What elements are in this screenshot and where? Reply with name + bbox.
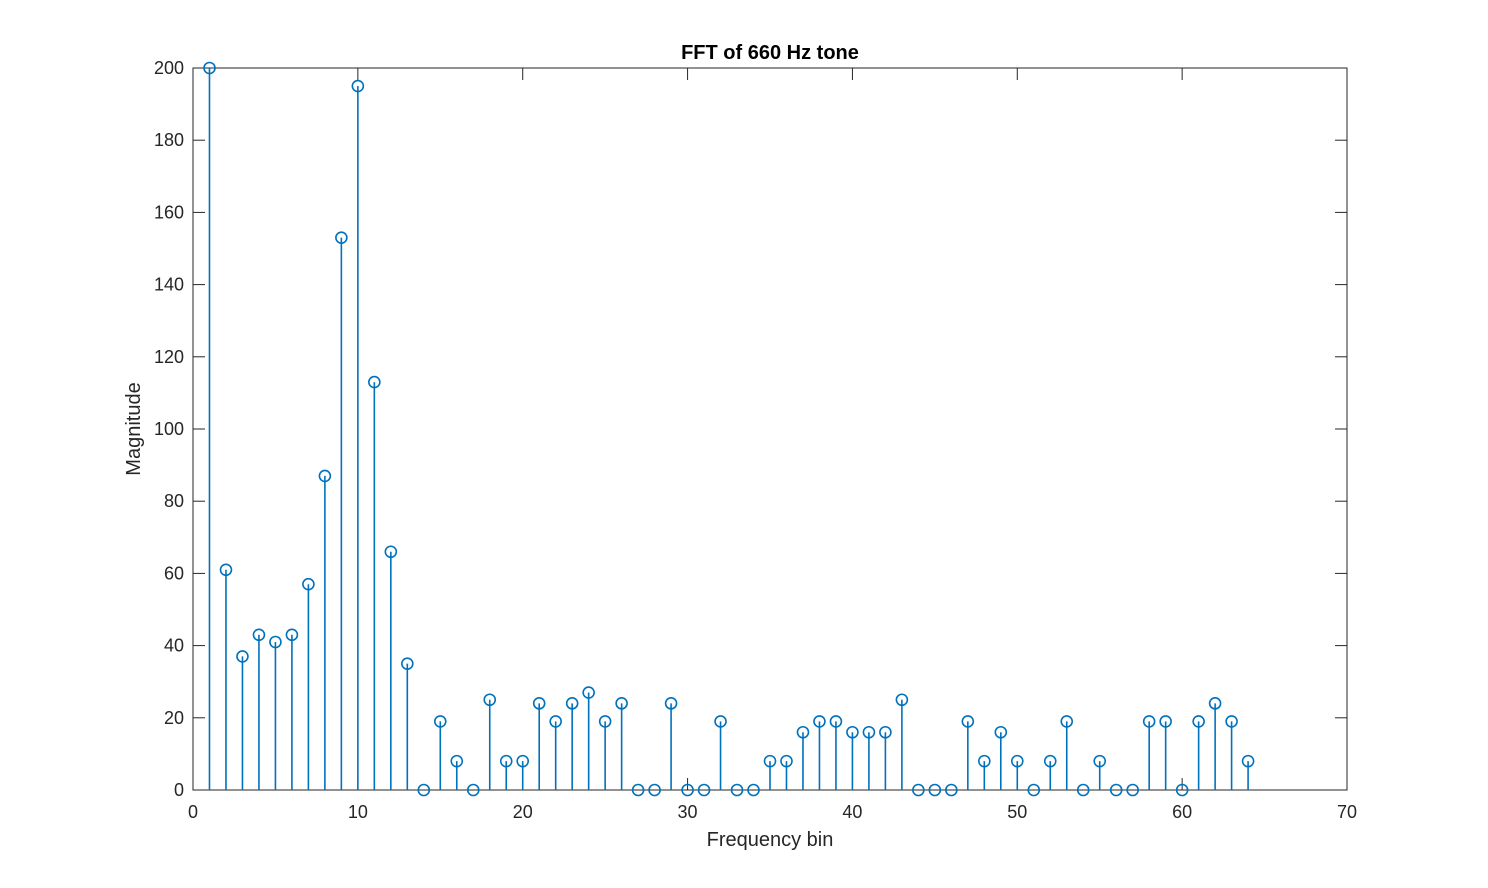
- stem-marker: [269, 635, 282, 649]
- stem-marker: [1076, 783, 1090, 797]
- stem-marker: [368, 375, 381, 389]
- y-tick-label: 140: [154, 275, 184, 295]
- stem-marker: [1192, 715, 1205, 728]
- stem-marker: [615, 697, 628, 710]
- stem-marker: [846, 725, 859, 739]
- stem-marker: [961, 715, 975, 728]
- y-axis-label: Magnitude: [123, 382, 145, 475]
- stem-marker: [681, 783, 694, 797]
- stem-marker: [401, 657, 414, 670]
- stem-marker: [285, 628, 299, 642]
- stem-marker: [203, 61, 216, 75]
- y-tick-label: 200: [154, 58, 184, 78]
- stem-marker: [912, 783, 925, 797]
- y-tick-label: 0: [174, 780, 184, 800]
- y-tick-label: 100: [154, 419, 184, 439]
- stem-marker: [351, 79, 365, 93]
- stem-marker: [730, 783, 744, 797]
- stem-marker: [1208, 697, 1222, 710]
- plot-area: [192, 67, 1348, 791]
- stem-marker: [252, 628, 266, 642]
- stem-marker: [483, 693, 497, 707]
- stem-marker: [318, 469, 332, 483]
- axis-ticks: 0 10 20 30 40 50 60 70 0 20 40 60 80 100 120 140 160 180 2…: [154, 58, 1357, 822]
- y-tick-label: 40: [164, 636, 184, 656]
- stem-marker: [433, 715, 447, 728]
- stem-marker: [499, 754, 513, 768]
- x-tick-label: 0: [188, 802, 198, 822]
- x-tick-label: 60: [1172, 802, 1192, 822]
- stem-marker: [714, 715, 727, 728]
- stem-marker: [945, 783, 958, 797]
- stem-marker: [1043, 754, 1057, 768]
- stem-series: [203, 61, 1255, 797]
- y-tick-label: 80: [164, 491, 184, 511]
- y-tick-label: 120: [154, 347, 184, 367]
- stem-marker: [862, 725, 876, 739]
- x-tick-label: 50: [1007, 802, 1027, 822]
- stem-marker: [1027, 783, 1041, 797]
- stem-marker: [384, 545, 398, 559]
- stem-marker: [697, 783, 711, 797]
- x-tick-label: 10: [348, 802, 368, 822]
- stem-marker: [236, 650, 249, 663]
- stem-marker: [335, 231, 348, 244]
- x-tick-label: 30: [678, 802, 698, 822]
- x-tick-label: 70: [1337, 802, 1357, 822]
- stem-marker: [1142, 715, 1156, 728]
- stem-marker: [1126, 783, 1139, 797]
- x-tick-label: 20: [513, 802, 533, 822]
- stem-marker: [516, 754, 530, 768]
- chart-title: FFT of 660 Hz tone: [681, 42, 859, 64]
- stem-marker: [780, 754, 793, 768]
- stem-marker: [978, 754, 991, 768]
- stem-marker: [1093, 754, 1107, 768]
- stem-marker: [532, 697, 546, 710]
- stem-marker: [549, 715, 562, 728]
- stem-marker: [879, 725, 892, 739]
- stem-marker: [747, 783, 760, 797]
- y-tick-label: 20: [164, 708, 184, 728]
- stem-marker: [582, 686, 595, 699]
- stem-marker: [631, 783, 645, 797]
- stem-marker: [796, 725, 810, 739]
- stem-marker: [928, 783, 942, 797]
- stem-marker: [1241, 754, 1255, 768]
- stem-marker: [302, 577, 315, 591]
- x-axis-label: Frequency bin: [707, 829, 834, 851]
- stem-marker: [1175, 783, 1189, 797]
- stem-marker: [829, 715, 843, 728]
- x-tick-label: 40: [842, 802, 862, 822]
- stem-marker: [1109, 783, 1123, 797]
- stem-marker: [219, 563, 233, 577]
- stem-marker: [1225, 715, 1238, 728]
- stem-marker: [648, 783, 661, 797]
- stem-marker: [763, 754, 777, 768]
- stem-marker: [1159, 715, 1172, 728]
- stem-marker: [895, 693, 909, 707]
- stem-marker: [450, 754, 464, 768]
- stem-marker: [994, 725, 1008, 739]
- stem-marker: [466, 783, 480, 797]
- y-tick-label: 160: [154, 202, 184, 222]
- y-tick-label: 60: [164, 563, 184, 583]
- y-tick-label: 180: [154, 130, 184, 150]
- stem-marker: [1010, 754, 1024, 768]
- stem-marker: [598, 715, 612, 728]
- stem-marker: [1060, 715, 1074, 728]
- stem-marker: [813, 715, 826, 728]
- stem-marker: [565, 697, 579, 710]
- stem-marker: [417, 783, 431, 797]
- stem-marker: [664, 697, 678, 710]
